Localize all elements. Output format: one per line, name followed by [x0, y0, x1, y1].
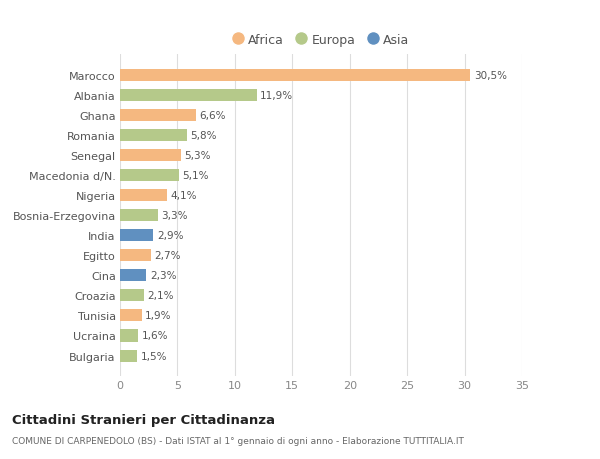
- Text: 1,9%: 1,9%: [145, 311, 172, 321]
- Text: COMUNE DI CARPENEDOLO (BS) - Dati ISTAT al 1° gennaio di ogni anno - Elaborazion: COMUNE DI CARPENEDOLO (BS) - Dati ISTAT …: [12, 436, 464, 445]
- Text: 5,1%: 5,1%: [182, 171, 209, 181]
- Bar: [120, 150, 181, 162]
- Bar: [120, 90, 257, 102]
- Text: 5,3%: 5,3%: [184, 151, 211, 161]
- Text: 1,5%: 1,5%: [140, 351, 167, 361]
- Text: 5,8%: 5,8%: [190, 131, 217, 141]
- Text: 2,1%: 2,1%: [148, 291, 174, 301]
- Bar: [120, 290, 144, 302]
- Bar: [120, 310, 142, 322]
- Bar: [120, 110, 196, 122]
- Bar: [120, 130, 187, 142]
- Bar: [120, 270, 146, 282]
- Bar: [120, 210, 158, 222]
- Text: 3,3%: 3,3%: [161, 211, 188, 221]
- Text: Cittadini Stranieri per Cittadinanza: Cittadini Stranieri per Cittadinanza: [12, 413, 275, 426]
- Text: 4,1%: 4,1%: [170, 191, 197, 201]
- Bar: [120, 230, 154, 242]
- Legend: Africa, Europa, Asia: Africa, Europa, Asia: [228, 29, 414, 52]
- Bar: [120, 250, 151, 262]
- Text: 2,9%: 2,9%: [157, 231, 183, 241]
- Text: 11,9%: 11,9%: [260, 91, 293, 101]
- Text: 2,3%: 2,3%: [150, 271, 176, 281]
- Bar: [120, 170, 179, 182]
- Text: 30,5%: 30,5%: [474, 71, 507, 81]
- Bar: [120, 350, 137, 362]
- Bar: [120, 70, 470, 82]
- Bar: [120, 330, 139, 342]
- Text: 1,6%: 1,6%: [142, 331, 169, 341]
- Text: 2,7%: 2,7%: [154, 251, 181, 261]
- Bar: [120, 190, 167, 202]
- Text: 6,6%: 6,6%: [199, 111, 226, 121]
